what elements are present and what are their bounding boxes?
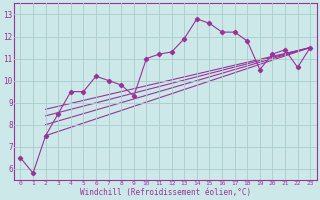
X-axis label: Windchill (Refroidissement éolien,°C): Windchill (Refroidissement éolien,°C): [80, 188, 251, 197]
